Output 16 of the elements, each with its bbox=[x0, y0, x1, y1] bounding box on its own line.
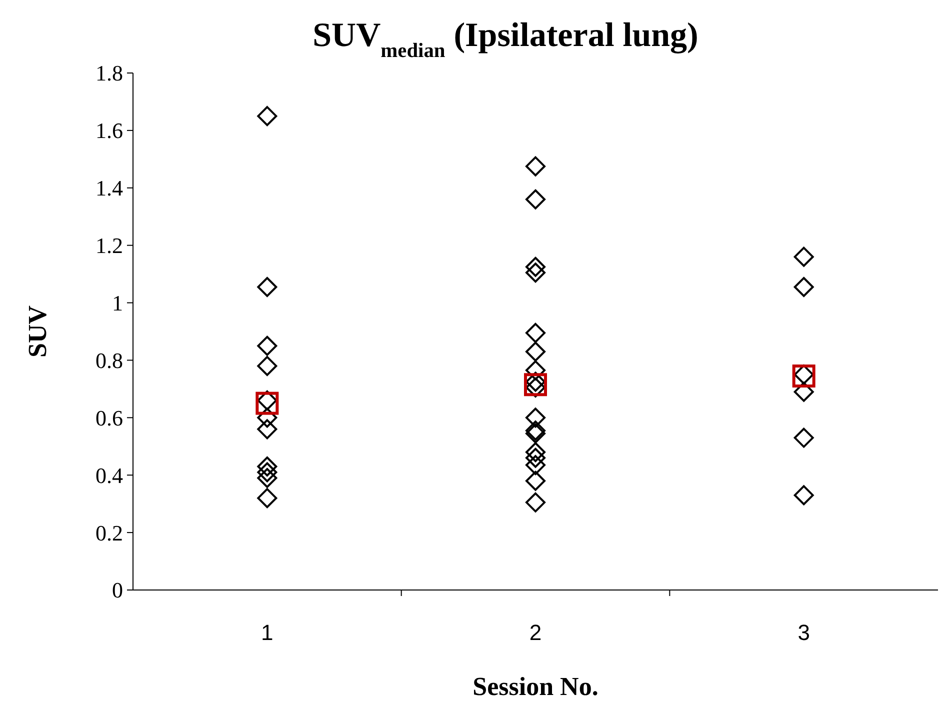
y-tick-label: 0.2 bbox=[96, 520, 123, 546]
y-tick-label: 0 bbox=[112, 578, 123, 603]
y-tick-label: 0.8 bbox=[96, 348, 123, 373]
y-tick-label: 0.6 bbox=[96, 405, 123, 430]
x-tick-label: 1 bbox=[261, 620, 274, 645]
y-tick-label: 1.8 bbox=[96, 60, 123, 86]
y-tick-label: 0.4 bbox=[96, 462, 123, 488]
y-axis-title: SUV bbox=[23, 305, 52, 358]
y-tick-label: 1 bbox=[112, 290, 123, 316]
x-tick-label: 3 bbox=[798, 620, 810, 645]
chart-title: SUV$_{median}$ (Ipsilateral lung) bbox=[312, 17, 698, 62]
y-tick-label: 1.6 bbox=[96, 118, 123, 144]
x-axis-title: Session No. bbox=[472, 672, 598, 701]
y-tick-label: 1.2 bbox=[96, 233, 123, 258]
y-tick-label: 1.4 bbox=[96, 176, 123, 201]
x-tick-label: 2 bbox=[529, 620, 542, 645]
